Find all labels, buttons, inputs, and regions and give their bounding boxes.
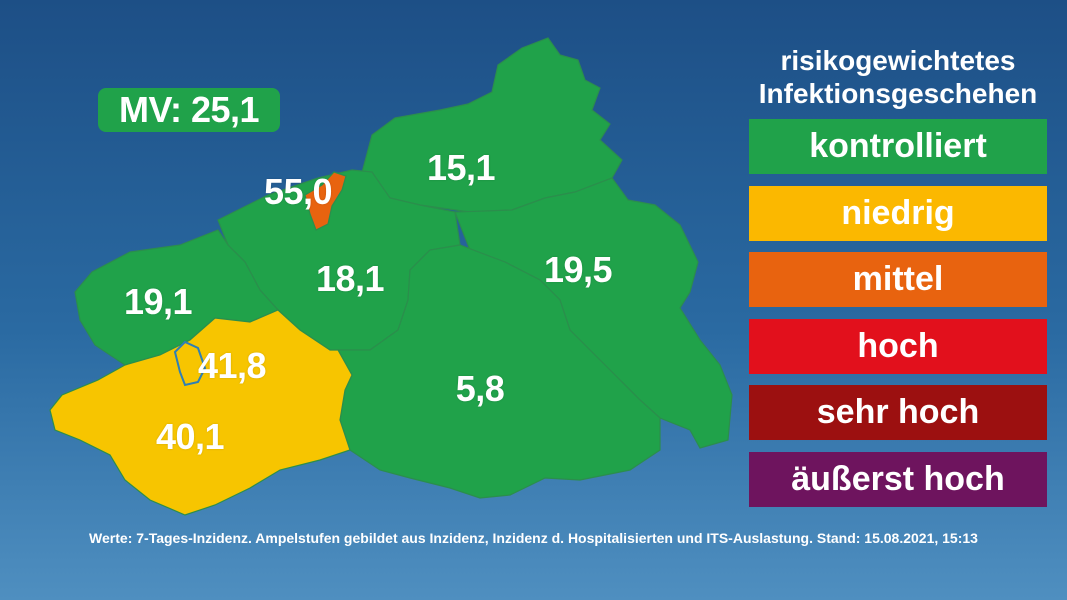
legend-item-kontrolliert: kontrolliert — [749, 119, 1047, 174]
value-rostock-stadt: 55,0 — [263, 171, 333, 212]
legend-item-hoch: hoch — [749, 318, 1047, 374]
legend-item-mittel: mittel — [749, 252, 1047, 308]
region-schwerin — [173, 340, 207, 387]
legend: kontrolliert niedrig mittel hoch sehr ho… — [749, 119, 1047, 519]
footer-note: Werte: 7-Tages-Inzidenz. Ampelstufen geb… — [89, 530, 978, 546]
region-ludwigslust-parchim — [49, 309, 353, 516]
value-landkreis-rostock: 18,1 — [315, 258, 385, 299]
legend-item-sehr-hoch: sehr hoch — [749, 385, 1047, 441]
value-vorpommern-ruegen: 15,1 — [426, 147, 496, 188]
value-schwerin: 41,8 — [197, 345, 267, 386]
mv-total-badge: MV: 25,1 — [98, 88, 280, 132]
legend-title: risikogewichtetes Infektionsgeschehen — [748, 44, 1048, 110]
value-mecklenburgische-seenplatte: 5,8 — [455, 368, 505, 409]
value-ludwigslust-parchim: 40,1 — [155, 416, 225, 457]
legend-title-line1: risikogewichtetes — [780, 45, 1016, 76]
legend-title-line2: Infektionsgeschehen — [758, 78, 1038, 109]
mv-district-map — [49, 37, 733, 516]
legend-item-niedrig: niedrig — [749, 185, 1047, 241]
region-rostock-stadt — [304, 171, 347, 231]
legend-item-aeusserst-hoch: äußerst hoch — [749, 451, 1047, 507]
value-vorpommern-greifswald: 19,5 — [543, 249, 613, 290]
value-nordwestmecklenburg: 19,1 — [123, 281, 193, 322]
region-mecklenburgische-seenplatte — [336, 244, 661, 499]
